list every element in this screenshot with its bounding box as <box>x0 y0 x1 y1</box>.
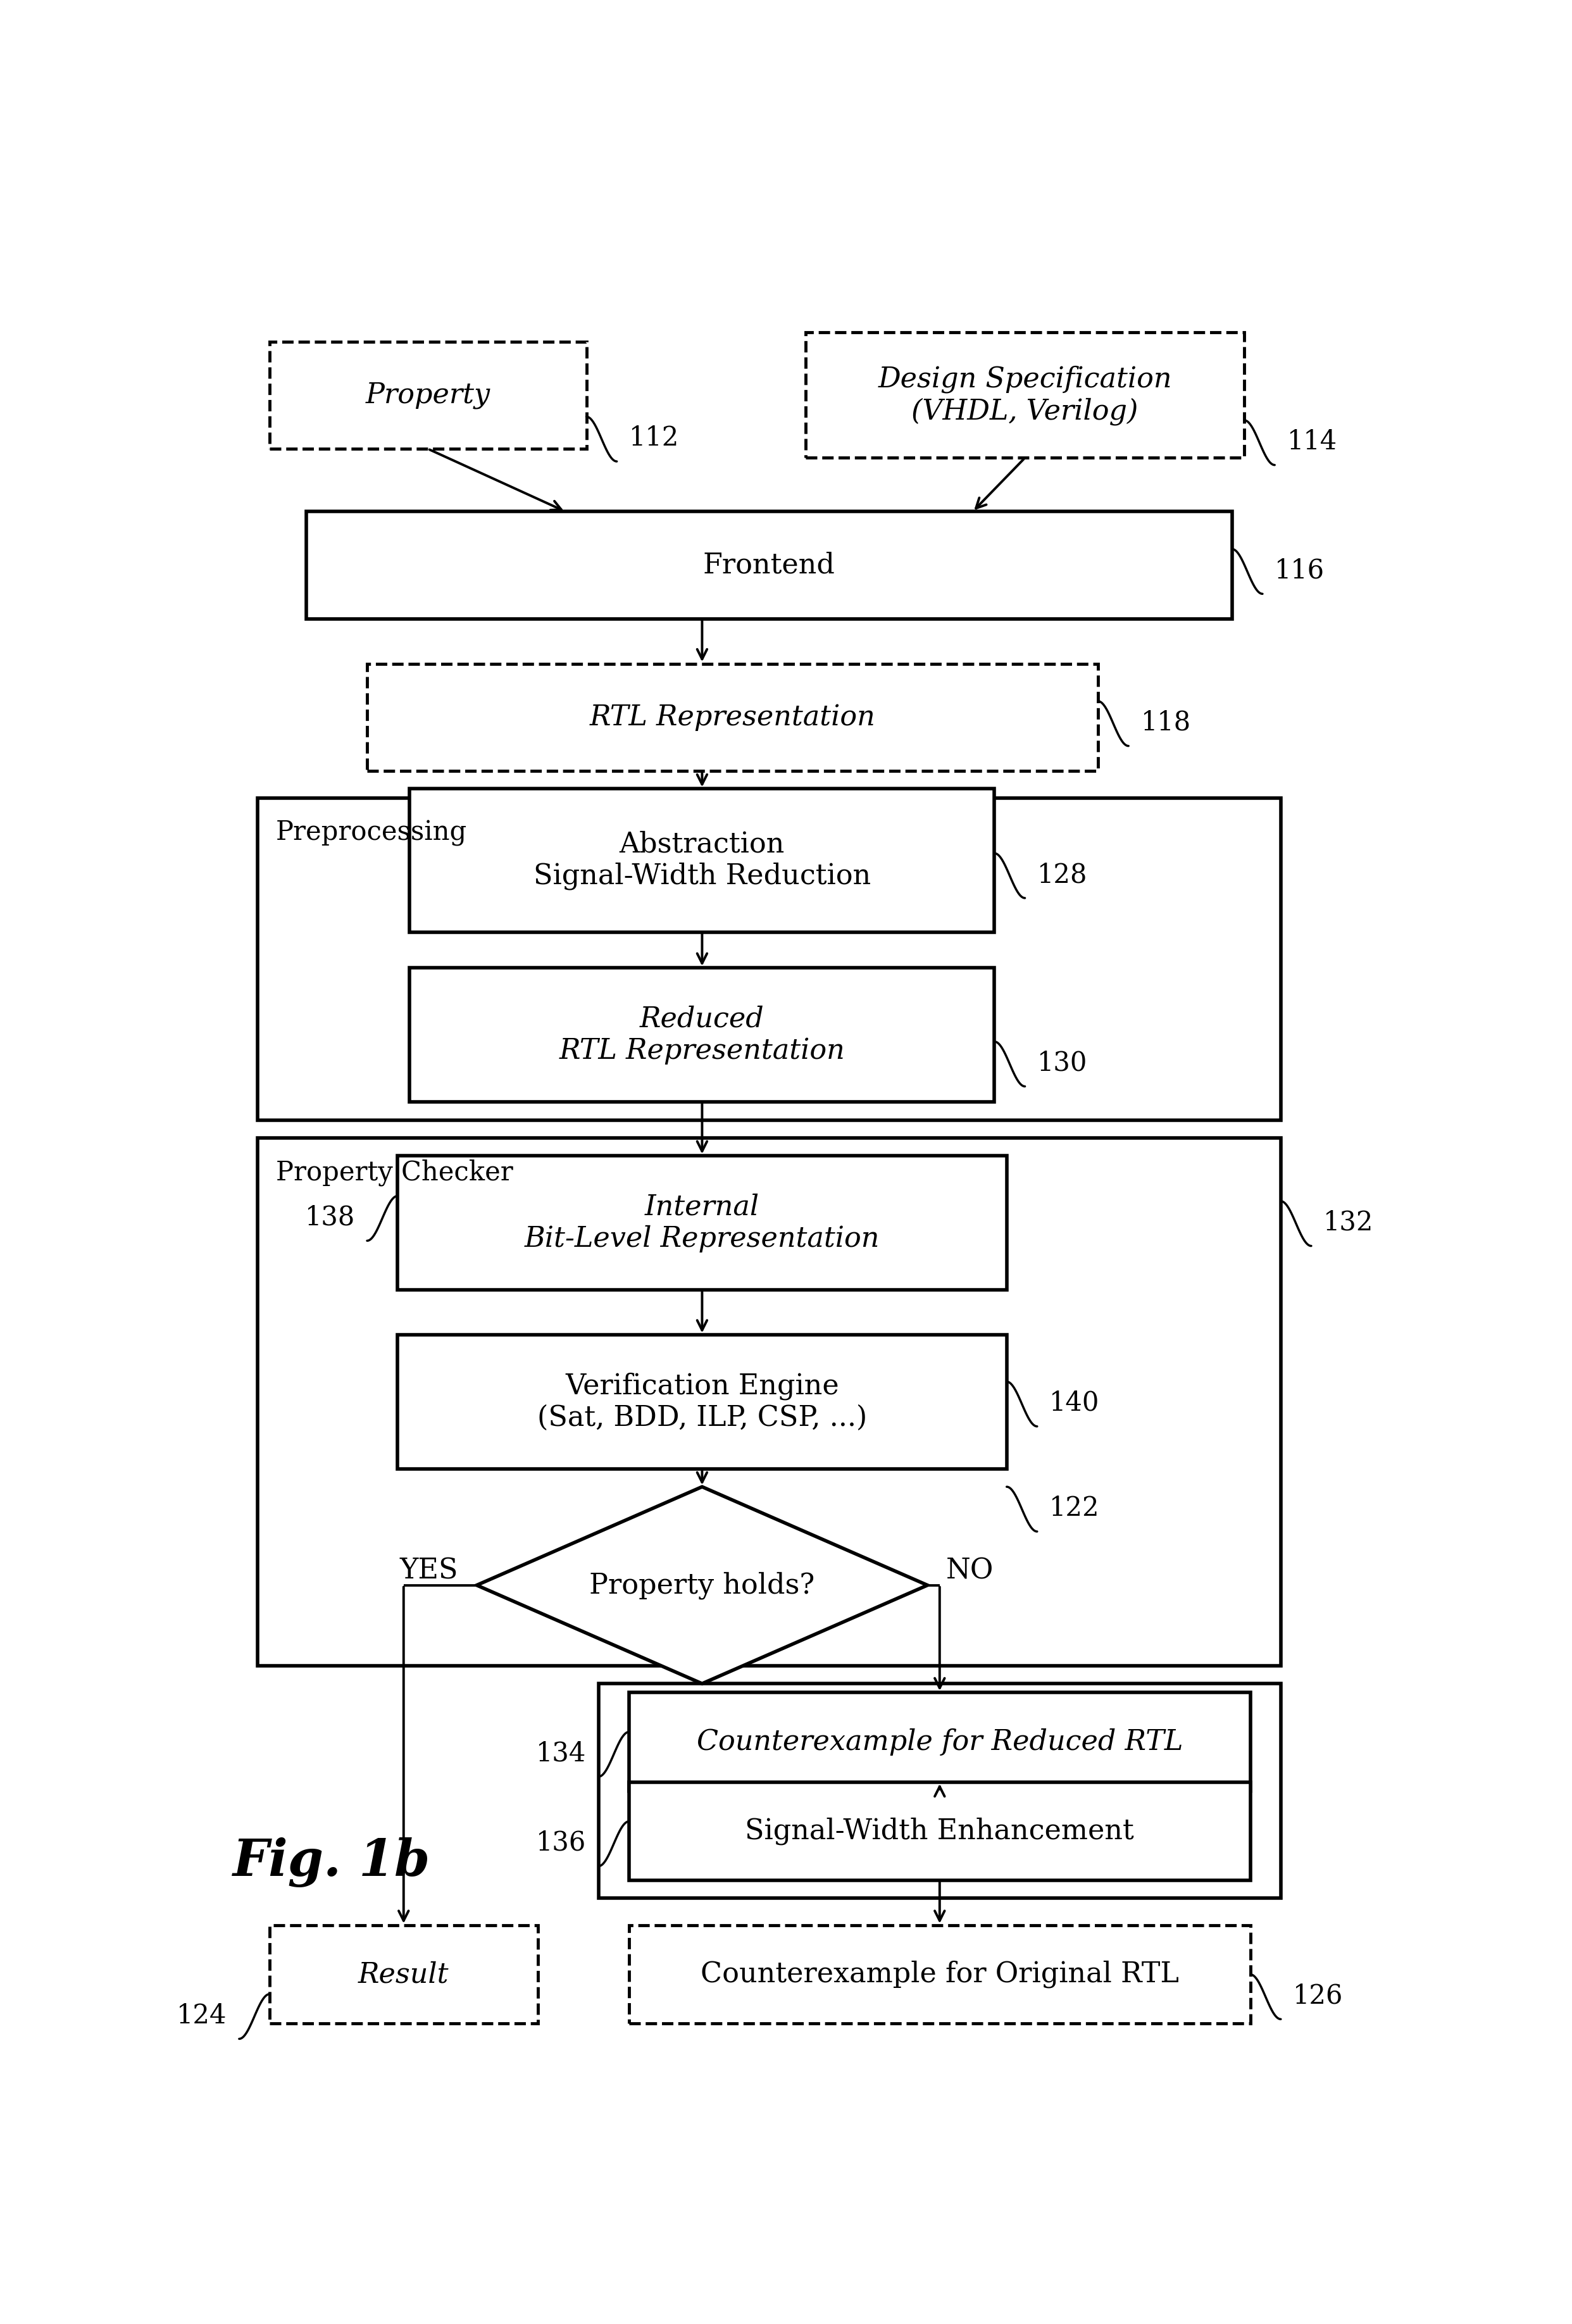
Text: 112: 112 <box>629 425 679 451</box>
Text: Property holds?: Property holds? <box>590 1571 814 1599</box>
Text: 136: 136 <box>536 1829 586 1857</box>
Text: Design Specification
(VHDL, Verilog): Design Specification (VHDL, Verilog) <box>879 365 1171 425</box>
Text: Fig. 1b: Fig. 1b <box>233 1838 431 1887</box>
Text: NO: NO <box>946 1557 994 1585</box>
Text: Preprocessing: Preprocessing <box>275 820 467 846</box>
Text: 128: 128 <box>1038 862 1088 888</box>
FancyBboxPatch shape <box>398 1155 1006 1290</box>
FancyBboxPatch shape <box>368 665 1097 772</box>
Polygon shape <box>476 1487 927 1683</box>
Text: Internal
Bit-Level Representation: Internal Bit-Level Representation <box>525 1192 880 1253</box>
Text: 130: 130 <box>1038 1050 1088 1076</box>
Text: RTL Representation: RTL Representation <box>590 704 876 732</box>
Text: Property: Property <box>366 381 490 409</box>
Text: Counterexample for Reduced RTL: Counterexample for Reduced RTL <box>696 1729 1182 1755</box>
Text: 132: 132 <box>1324 1208 1374 1236</box>
Text: 116: 116 <box>1275 558 1325 583</box>
FancyBboxPatch shape <box>258 1139 1281 1666</box>
Text: Abstraction
Signal-Width Reduction: Abstraction Signal-Width Reduction <box>533 830 871 890</box>
FancyBboxPatch shape <box>805 332 1243 458</box>
Text: 138: 138 <box>305 1204 355 1232</box>
Text: Property Checker: Property Checker <box>275 1160 512 1185</box>
Text: 124: 124 <box>176 2003 226 2029</box>
Text: Signal-Width Enhancement: Signal-Width Enhancement <box>745 1817 1133 1845</box>
Text: 140: 140 <box>1050 1390 1099 1415</box>
Text: Verification Engine
(Sat, BDD, ILP, CSP, ...): Verification Engine (Sat, BDD, ILP, CSP,… <box>538 1371 868 1432</box>
FancyBboxPatch shape <box>629 1783 1250 1880</box>
FancyBboxPatch shape <box>410 967 995 1102</box>
Text: YES: YES <box>399 1557 459 1585</box>
Text: Frontend: Frontend <box>703 551 835 579</box>
Text: 126: 126 <box>1292 1982 1342 2010</box>
FancyBboxPatch shape <box>270 342 586 449</box>
FancyBboxPatch shape <box>599 1683 1281 1899</box>
FancyBboxPatch shape <box>629 1692 1250 1792</box>
Text: 118: 118 <box>1141 709 1190 737</box>
FancyBboxPatch shape <box>270 1924 538 2024</box>
Text: 134: 134 <box>536 1741 586 1766</box>
Text: Result: Result <box>358 1961 450 1987</box>
FancyBboxPatch shape <box>307 511 1232 618</box>
FancyBboxPatch shape <box>258 797 1281 1120</box>
FancyBboxPatch shape <box>410 788 995 932</box>
Text: Counterexample for Original RTL: Counterexample for Original RTL <box>701 1961 1179 1989</box>
FancyBboxPatch shape <box>398 1334 1006 1469</box>
Text: Reduced
RTL Representation: Reduced RTL Representation <box>560 1006 846 1064</box>
Text: 122: 122 <box>1050 1494 1100 1522</box>
Text: 114: 114 <box>1287 428 1338 456</box>
FancyBboxPatch shape <box>629 1924 1250 2024</box>
